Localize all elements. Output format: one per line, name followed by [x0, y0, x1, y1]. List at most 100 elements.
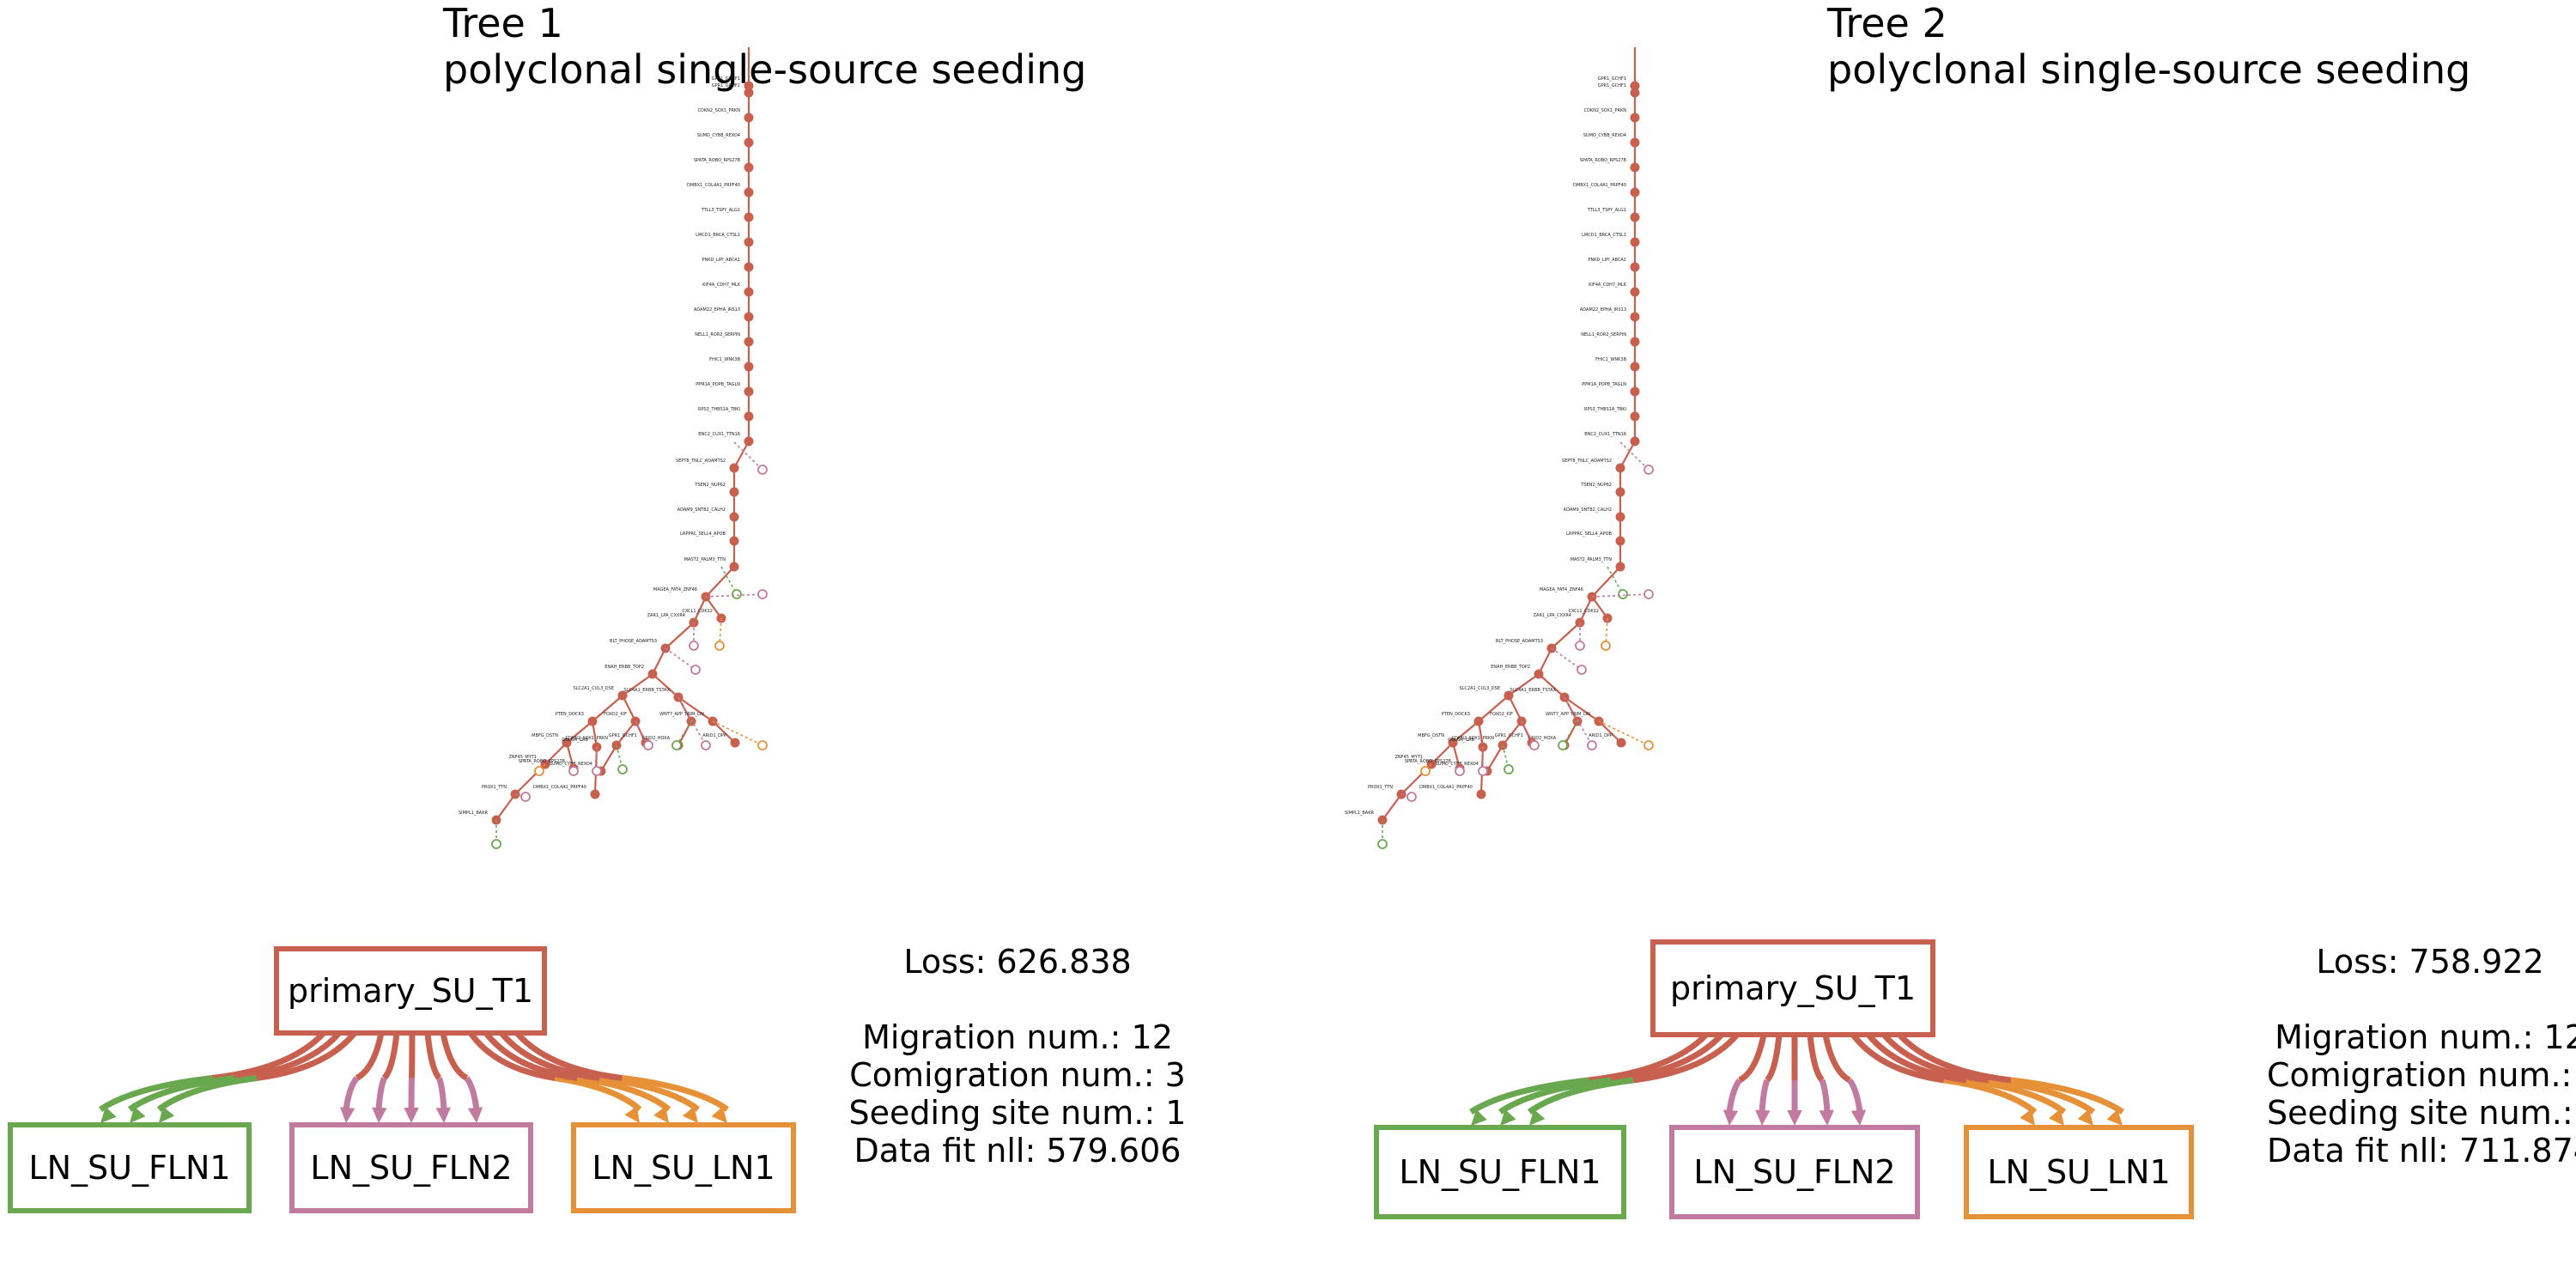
tree-node-label: TRIM_LIN: [683, 712, 704, 717]
migration-edge: [2010, 1077, 2124, 1115]
tree-node-label: GPR1_GCHF1: [712, 83, 740, 88]
tree-node: [1473, 716, 1484, 726]
tree-node: [1448, 738, 1458, 748]
migration-edge: [468, 1030, 556, 1081]
migration-edge: [234, 1030, 342, 1081]
tree-node: [744, 312, 754, 322]
seeding-pattern: polyclonal single-source seeding: [1827, 46, 2471, 93]
tree-edge: [1486, 744, 1504, 772]
migration-edge: [409, 1032, 416, 1078]
migration-arrowhead: [653, 1106, 669, 1123]
tree-edge: [705, 566, 735, 598]
migration-arrowhead: [1529, 1109, 1546, 1126]
migration-edge: [381, 1032, 400, 1080]
tree-edge: [566, 720, 593, 744]
panel-graphics: GPR1_GCHF1GPR1_GCHF1CDKN2_SOX1_PRKNSUMO_…: [8, 47, 796, 1213]
tree-node-label: CDKN2_SOX1_PRKN: [1584, 108, 1627, 113]
tree-node-label: MAST2_PALM3_TTN: [1571, 557, 1613, 562]
tree-node: [744, 287, 754, 297]
seeding-site-num: Seeding site num.: 1: [2267, 1094, 2576, 1132]
tree-node-label: SLC4A1_ERBB_TSTAX: [1510, 688, 1557, 693]
tree-node-label: DMBX1_COL4A1_PRPF40: [1419, 785, 1473, 790]
observed-clone-node: [643, 740, 653, 750]
migration-edge: [554, 1075, 642, 1112]
tree-node-label: PROX1_TTN: [482, 785, 507, 790]
tree-node-label: SLC4A1_ERBB_TSTAX: [624, 688, 671, 693]
migration-arrowhead: [339, 1107, 355, 1123]
migration-arrowhead: [1787, 1109, 1802, 1126]
tree-node-label: WNT7_APP: [659, 712, 683, 717]
migration-edge: [1469, 1077, 1589, 1115]
tree-node-label: PPM1A_POPB_TAGLN: [696, 382, 740, 387]
tree-edge: [622, 673, 653, 696]
tree-dashed-edge: [720, 566, 738, 595]
tree-node-label: SPATA_ROBO_RPS27B: [519, 759, 566, 764]
migration-edge: [1807, 1034, 1825, 1083]
observed-clone-node: [1377, 839, 1388, 849]
tree-dashed-edge: [1400, 793, 1413, 798]
observed-clone-node: [1478, 766, 1488, 776]
migration-edge: [256, 1030, 357, 1081]
tree-node: [744, 88, 754, 98]
loss-value: Loss: 626.838: [903, 943, 1132, 981]
tree-node-label: PTEN_DOCK3: [556, 712, 584, 717]
migration-arrowhead: [467, 1107, 483, 1123]
tree-node-label: ZAR1_LPA_CXXR4: [647, 613, 685, 618]
tree-node: [744, 112, 754, 123]
tree-node-label: MAGEA_FAT4_ZNF46: [1540, 587, 1583, 592]
tree-node: [1615, 536, 1625, 546]
observed-clone-node: [1587, 740, 1597, 750]
tree-node: [1615, 487, 1625, 497]
tree-edge: [1538, 647, 1552, 675]
tree-node: [744, 361, 754, 372]
migration-arrowhead: [2106, 1109, 2123, 1126]
tree-node-label: TSEN2_NUP62: [694, 483, 726, 488]
tree-node: [1630, 361, 1640, 372]
tree-node-label: SPATA_ROBO_RPS27B: [694, 158, 741, 163]
observed-clone-node: [732, 589, 742, 599]
migration-edge: [408, 1078, 415, 1110]
tree-node-label: TSEN2_NUP62: [1580, 483, 1612, 488]
observed-clone-node: [1529, 740, 1540, 750]
tree-edge: [677, 696, 714, 722]
primary-site-label: primary_SU_T1: [288, 972, 533, 1010]
data-fit-nll: Data fit nll: 711.874: [2267, 1132, 2576, 1170]
tree-node-label: ADAM22_EPHA_IRS13: [694, 307, 740, 313]
stats-block: Loss: 626.838 Migration num.: 12 Comigra…: [846, 943, 1189, 1170]
tree-node-label: DMBX1_COL4A1_PRPF40: [687, 183, 740, 188]
tree-node: [744, 137, 754, 148]
tree-dashed-edge: [1598, 720, 1649, 746]
tree-dashed-edge: [1591, 593, 1649, 598]
tree-node: [1630, 287, 1640, 297]
observed-clone-node: [491, 839, 501, 849]
tree-number: Tree 2: [1827, 0, 1947, 46]
migration-edge: [1988, 1077, 2096, 1115]
migration-edge: [99, 1075, 213, 1112]
tree-dashed-edge: [1564, 696, 1593, 746]
migration-edge: [1965, 1077, 2067, 1115]
tree-node-label: LRPPRC_SELL4_APOB: [680, 532, 726, 537]
tree-edge: [495, 793, 516, 821]
tree-node-label: TRIM_LIN: [1570, 712, 1590, 717]
tree-node: [730, 738, 740, 748]
ln1-site-label: LN_SU_LN1: [1987, 1153, 2170, 1191]
comigration-num: Comigration num.: 3: [849, 1056, 1186, 1094]
migration-arrowhead: [2077, 1109, 2093, 1126]
tree-node-label: GPR1_GCHF1: [1598, 83, 1626, 88]
migration-arrowhead: [1722, 1109, 1739, 1126]
tree-node: [1630, 81, 1640, 91]
tree-node-label: BNC2_CUX1_TTN16: [698, 432, 740, 437]
migration-edge: [375, 1077, 387, 1110]
migration-edge: [424, 1032, 442, 1080]
migration-edge: [1847, 1078, 1863, 1113]
clone-tree: GPR1_GCHF1GPR1_GCHF1CDKN2_SOX1_PRKNSUMO_…: [1345, 47, 1654, 849]
tree-node-label: PNKD_LIPI_ABCA1: [1589, 258, 1627, 263]
observed-clone-node: [534, 766, 544, 776]
tree-edge: [652, 647, 666, 675]
tree-node-label: FHIC1_WNK3B: [1595, 357, 1626, 362]
tree-node: [1630, 411, 1640, 422]
tree-node-label: SLC2A1_CUL3_DSE: [1459, 686, 1500, 691]
tree-node: [1476, 789, 1486, 799]
tree-node-label: ARID1_DPP: [1589, 733, 1613, 738]
migration-arrowhead: [1850, 1109, 1867, 1126]
